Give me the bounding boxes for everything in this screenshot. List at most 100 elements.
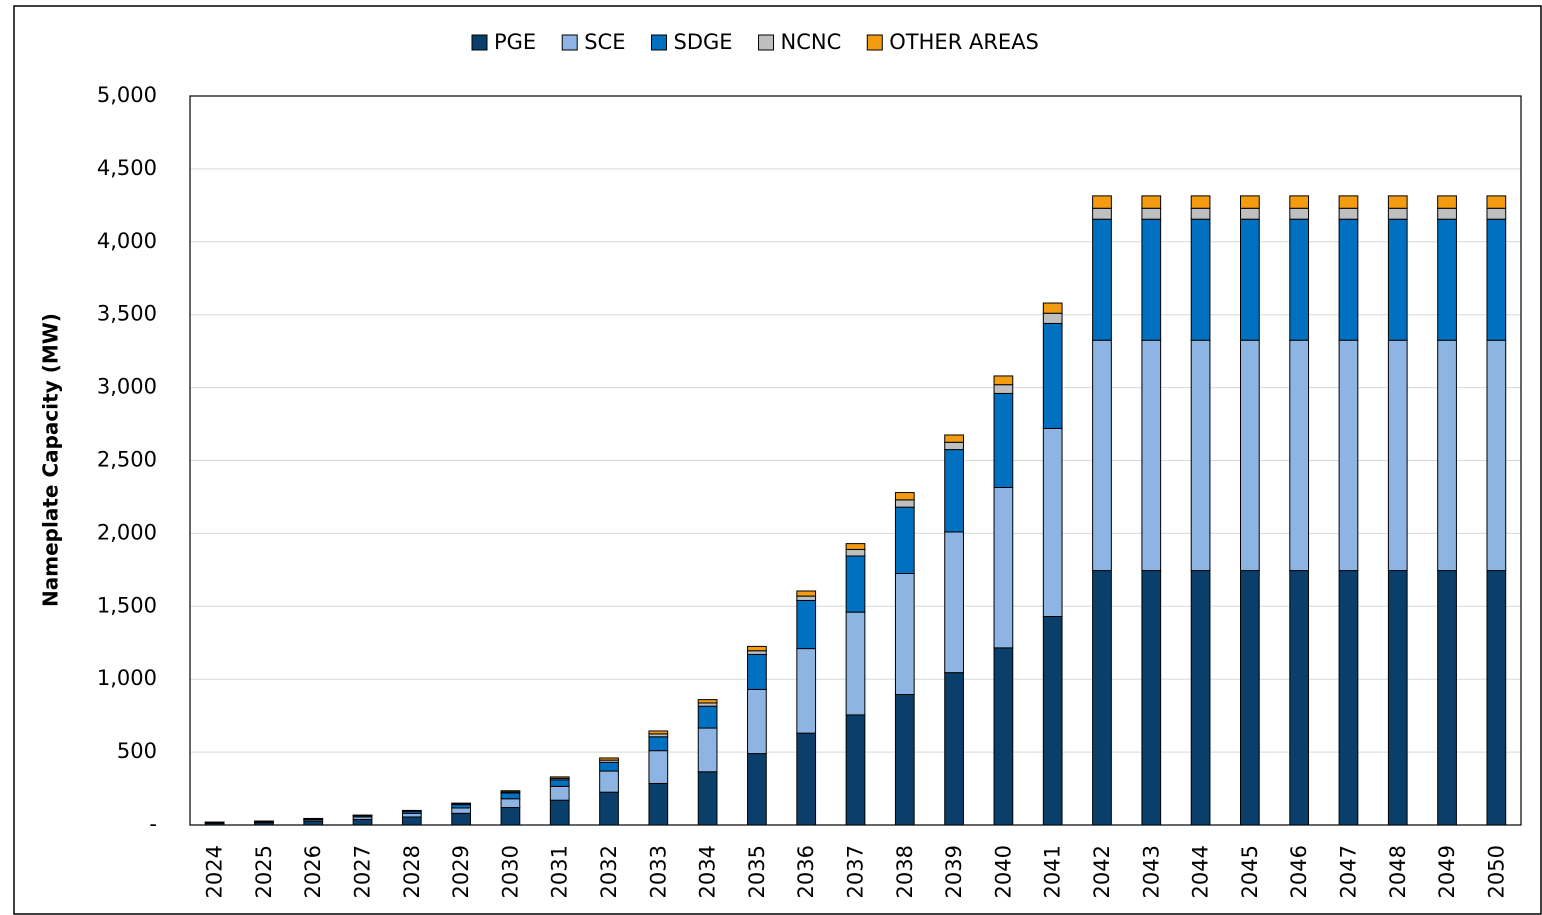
x-tick-label: 2027: [351, 845, 375, 898]
bar-segment: [1092, 207, 1112, 220]
bar-segment: [697, 727, 718, 773]
bar-segment: [1240, 218, 1260, 341]
bar-segment: [747, 645, 767, 652]
bar-segment: [1042, 312, 1063, 324]
x-tick-label: 2037: [844, 845, 868, 898]
x-tick-label: 2029: [449, 845, 473, 898]
bar-segment: [1486, 195, 1507, 209]
bar-segment: [599, 761, 619, 772]
legend-label: SDGE: [673, 30, 732, 54]
bar-segment: [747, 688, 767, 755]
bar-segment: [549, 776, 570, 779]
bar-segment: [1240, 195, 1260, 209]
bar-segment: [894, 499, 915, 508]
legend-label: SCE: [584, 30, 625, 54]
x-tick-label: 2042: [1090, 845, 1114, 898]
bar-segment: [1486, 339, 1507, 572]
bar-segment: [747, 650, 767, 655]
bar-segment: [796, 732, 817, 826]
x-tick-label: 2043: [1139, 845, 1163, 898]
bar-segment: [993, 375, 1014, 386]
bar-segment: [648, 730, 669, 735]
x-tick-label: 2048: [1386, 845, 1410, 898]
x-tick-label: 2032: [597, 845, 621, 898]
x-tick-label: 2040: [991, 845, 1015, 898]
bar-segment: [401, 812, 422, 818]
bar-segment: [1240, 570, 1260, 826]
bar-segment: [1190, 207, 1211, 220]
bar-segment: [1437, 207, 1457, 220]
y-axis-label: Nameplate Capacity (MW): [39, 313, 63, 607]
bar-segment: [1437, 195, 1457, 209]
x-tick-label: 2049: [1435, 845, 1459, 898]
bar-segment: [894, 572, 915, 696]
bar-segment: [993, 486, 1014, 649]
bar-segment: [1338, 570, 1359, 826]
bar-segment: [1486, 218, 1507, 341]
bar-segment: [648, 750, 669, 784]
bar-segment: [599, 770, 619, 793]
bar-segment: [1141, 570, 1162, 826]
x-tick-label: 2028: [400, 845, 424, 898]
bar-segment: [1289, 218, 1310, 341]
bar-segment: [1387, 570, 1408, 826]
bar-segment: [1437, 218, 1457, 341]
x-tick-label: 2041: [1041, 845, 1065, 898]
bar-segment: [1042, 302, 1063, 314]
bar-segment: [451, 812, 471, 826]
bar-segment: [1141, 195, 1162, 209]
bar-segment: [549, 779, 570, 787]
bar-segment: [1092, 195, 1112, 209]
bar-segment: [944, 449, 964, 533]
bar-segment: [1437, 339, 1457, 572]
bar-segment: [1141, 207, 1162, 220]
bar-segment: [1092, 218, 1112, 341]
bar-segment: [944, 531, 964, 674]
bar-segment: [796, 648, 817, 734]
bar-segment: [845, 714, 866, 826]
x-tick-label: 2046: [1287, 845, 1311, 898]
bar-segment: [1486, 207, 1507, 220]
y-tick-label: 1,500: [97, 593, 157, 617]
bar-segment: [1289, 339, 1310, 572]
bar-segment: [894, 506, 915, 574]
bar-segment: [1387, 207, 1408, 220]
bar-segment: [1387, 195, 1408, 209]
bar-segment: [1092, 570, 1112, 826]
bar-segment: [1240, 339, 1260, 572]
bar-segment: [697, 699, 718, 704]
legend-swatch: [471, 34, 488, 51]
bar-segment: [1289, 207, 1310, 220]
bar-segment: [648, 736, 669, 752]
bar-segment: [1338, 339, 1359, 572]
x-tick-label: 2047: [1336, 845, 1360, 898]
bar-segment: [993, 384, 1014, 394]
y-tick-label: 500: [117, 739, 157, 763]
bar-segment: [500, 807, 521, 826]
x-tick-label: 2039: [942, 845, 966, 898]
bar-segment: [944, 441, 964, 451]
x-tick-label: 2035: [745, 845, 769, 898]
legend-swatch: [561, 34, 578, 51]
bar-segment: [845, 555, 866, 613]
bar-segment: [648, 782, 669, 826]
x-tick-label: 2050: [1484, 845, 1508, 898]
bar-segment: [1042, 616, 1063, 826]
bar-segment: [1042, 427, 1063, 618]
legend-swatch: [650, 34, 667, 51]
y-tick-label: 3,500: [97, 302, 157, 326]
legend-swatch: [758, 34, 775, 51]
bar-segment: [500, 790, 521, 793]
bar-segment: [1190, 339, 1211, 572]
bar-segment: [1338, 195, 1359, 209]
bar-segment: [451, 807, 471, 814]
bar-segment: [993, 392, 1014, 488]
y-tick-label: 5,000: [97, 83, 157, 107]
y-tick-label: 2,000: [97, 520, 157, 544]
bar-segment: [697, 771, 718, 826]
bar-segment: [1289, 570, 1310, 826]
bar-segment: [352, 818, 373, 826]
bar-segment: [796, 590, 817, 597]
bar-segment: [894, 492, 915, 501]
bar-segment: [500, 792, 521, 800]
